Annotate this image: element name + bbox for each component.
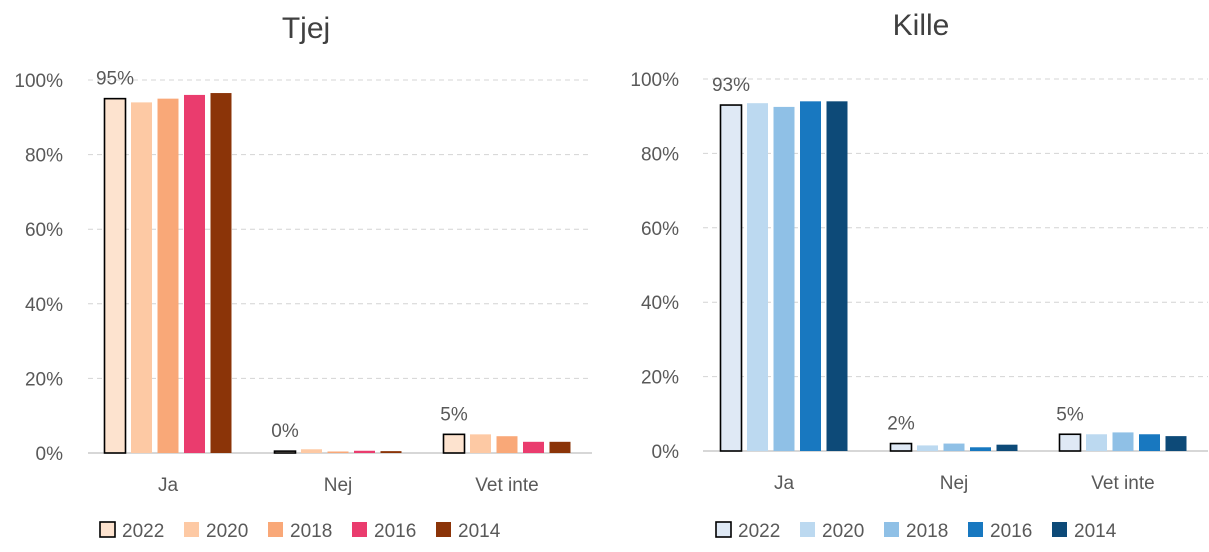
bar-2016-vet-inte xyxy=(1139,434,1160,451)
bar-2018-nej xyxy=(943,443,965,451)
chart-panel-1: Kille 0% 20% 40% 60% 80% 100% 93% Ja 2% Nej 5% Vet i… xyxy=(630,9,1208,542)
bar-2014-ja xyxy=(826,101,848,451)
bar-2022-nej xyxy=(889,442,913,452)
legend-label-2022: 2022 xyxy=(122,521,164,542)
legend-label-2018: 2018 xyxy=(906,521,948,542)
legend-swatch-2018 xyxy=(268,522,283,537)
data-label: 5% xyxy=(440,404,468,425)
legend-label-2014: 2014 xyxy=(458,521,501,542)
bar-2022-ja xyxy=(103,97,127,454)
legend-swatch-2016 xyxy=(968,522,983,537)
bar-2016-vet-inte xyxy=(523,441,544,453)
legend-swatch-2018 xyxy=(884,522,899,537)
data-label: 2% xyxy=(887,414,915,435)
bar-2020-vet-inte xyxy=(470,434,491,453)
legend-swatch-2014 xyxy=(1052,522,1067,537)
bar-2014-vet-inte xyxy=(1165,436,1187,451)
data-label: 5% xyxy=(1056,404,1084,425)
legend-label-2022: 2022 xyxy=(738,521,780,542)
y-tick-label: 100% xyxy=(14,71,63,92)
bar-2022-vet-inte xyxy=(1058,433,1082,452)
bar-2022-ja xyxy=(719,104,743,452)
x-tick-label: Nej xyxy=(324,475,353,496)
y-tick-label: 20% xyxy=(25,369,63,390)
y-tick-label: 0% xyxy=(36,444,64,465)
bar-2018-vet-inte xyxy=(496,436,518,453)
bar-2018-vet-inte xyxy=(1112,432,1134,451)
chart-title: Kille xyxy=(893,9,950,42)
data-label: 93% xyxy=(712,75,750,96)
legend-swatch-2020 xyxy=(800,522,815,537)
chart-title: Tjej xyxy=(282,12,330,45)
legend-label-2018: 2018 xyxy=(290,521,332,542)
x-tick-label: Vet inte xyxy=(475,475,538,496)
x-tick-label: Ja xyxy=(774,473,795,494)
y-tick-label: 20% xyxy=(641,368,679,389)
y-tick-label: 60% xyxy=(25,220,63,241)
bar-2018-ja xyxy=(773,106,795,452)
legend: 2022 2020 2018 2016 2014 xyxy=(715,521,1117,542)
y-tick-label: 100% xyxy=(630,70,679,91)
x-tick-label: Ja xyxy=(158,475,179,496)
bar-2016-nej xyxy=(354,450,375,453)
y-tick-label: 40% xyxy=(641,293,679,314)
bar-2022-vet-inte xyxy=(442,433,466,454)
legend-swatch-2016 xyxy=(352,522,367,537)
bar-2022-nej xyxy=(273,450,297,454)
bar-2016-ja xyxy=(184,94,205,454)
legend-swatch-2014 xyxy=(436,522,451,537)
y-tick-label: 80% xyxy=(25,146,63,167)
bar-2020-vet-inte xyxy=(1086,434,1107,451)
legend-swatch-2022 xyxy=(715,521,732,538)
bar-2018-nej xyxy=(327,451,349,453)
y-tick-label: 80% xyxy=(641,144,679,165)
legend: 2022 2020 2018 2016 2014 xyxy=(99,521,501,542)
data-label: 0% xyxy=(271,421,299,442)
bar-2014-nej xyxy=(996,444,1018,451)
bar-2018-ja xyxy=(157,98,179,454)
legend-swatch-2020 xyxy=(184,522,199,537)
y-tick-label: 0% xyxy=(652,442,680,463)
bar-2020-ja xyxy=(747,103,768,452)
legend-label-2016: 2016 xyxy=(374,521,416,542)
y-tick-label: 60% xyxy=(641,219,679,240)
legend-swatch-2022 xyxy=(99,521,116,538)
bar-2016-ja xyxy=(800,101,821,451)
bar-2020-nej xyxy=(301,449,322,453)
bar-2020-nej xyxy=(917,445,938,451)
bar-2014-ja xyxy=(210,93,232,454)
legend-label-2016: 2016 xyxy=(990,521,1032,542)
bar-2016-nej xyxy=(970,447,991,451)
x-tick-label: Nej xyxy=(940,473,969,494)
y-tick-label: 40% xyxy=(25,295,63,316)
bar-2020-ja xyxy=(131,102,152,453)
bar-2014-vet-inte xyxy=(549,441,571,453)
x-tick-label: Vet inte xyxy=(1091,473,1154,494)
bar-2014-nej xyxy=(380,451,402,453)
legend-label-2020: 2020 xyxy=(822,521,864,542)
legend-label-2014: 2014 xyxy=(1074,521,1117,542)
legend-label-2020: 2020 xyxy=(206,521,248,542)
data-label: 95% xyxy=(96,69,134,90)
chart-panel-0: Tjej 0% 20% 40% 60% 80% 100% 95% Ja 0% Nej 5% Vet in… xyxy=(14,12,592,542)
